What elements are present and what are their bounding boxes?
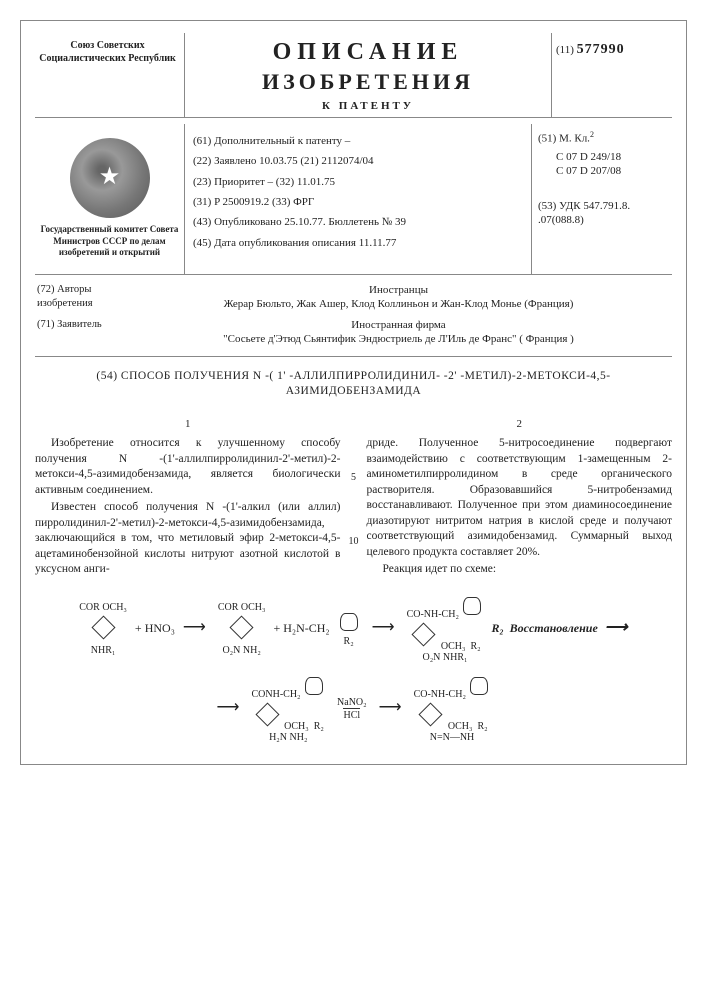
bib-45: (45) Дата опубликования описания 11.11.7… xyxy=(193,236,523,250)
pyrrolidine-ring-icon xyxy=(305,677,323,695)
benzene-ring-icon xyxy=(419,702,443,726)
doc-number-code: (11) xyxy=(556,44,574,56)
col1-paragraph-2: Известен способ получения N -(1'-ал­кил … xyxy=(35,500,341,578)
two-column-body: 1 Изобретение относится к улучшенному сп… xyxy=(35,417,672,577)
mol-pyrrolidine-1: R₂ xyxy=(334,608,364,650)
authors-val: Жерар Бюльто, Жак Ашер, Клод Коллиньон и… xyxy=(127,297,670,311)
bib-61: (61) Дополнительный к патенту – xyxy=(193,134,523,148)
bib-31: (31) P 2500919.2 (33) ФРГ xyxy=(193,195,523,209)
state-emblem-icon xyxy=(70,138,150,218)
cls-line-2: C 07 D 207/08 xyxy=(556,164,666,178)
mol-start: COR OCH₃ NHR₁ xyxy=(75,599,131,659)
applicant-val: "Сосьете д'Этюд Сьянтифик Эндюстриель де… xyxy=(127,332,670,346)
authors-code: (72) Авторы изобретения xyxy=(37,283,117,312)
issuer-country-label: Союз Советских Социалистических Республи… xyxy=(35,39,180,65)
scheme-row-1: COR OCH₃ NHR₁ + HNO₃ ⟶ COR OCH₃ O₂N NH₂ … xyxy=(35,592,672,666)
arrow-icon: ⟶ xyxy=(213,698,244,719)
column-1: 1 Изобретение относится к улучшенному сп… xyxy=(35,417,341,577)
plus-hno3: + HNO₃ xyxy=(135,621,175,637)
doc-number: 577990 xyxy=(577,42,625,57)
mol-diamino: CONH-CH₂ OCH₃ R₂ H₂N NH₂ xyxy=(247,672,329,746)
bib-left: Государственный комитет Совета Министров… xyxy=(35,124,185,274)
line-marker-5: 5 xyxy=(349,471,359,484)
bib-center: (61) Дополнительный к патенту – (22) Зая… xyxy=(185,124,532,274)
line-marker-10: 10 xyxy=(349,535,359,548)
diazot-reagents: NaNO₂ HCl xyxy=(333,694,371,724)
arrow-icon: ⟶ xyxy=(179,618,210,639)
col2-paragraph-1: дриде. Полученное 5-нитросоединение под­… xyxy=(367,436,673,560)
doc-kind-1: ОПИСАНИЕ xyxy=(195,37,541,68)
col1-paragraph-1: Изобретение относится к улучшенному спос… xyxy=(35,436,341,498)
pyrrolidine-ring-icon xyxy=(463,597,481,615)
bibdata-grid: Государственный комитет Совета Министров… xyxy=(35,124,672,275)
col1-number: 1 xyxy=(35,417,341,432)
pyrrolidine-ring-icon xyxy=(340,613,358,631)
cls-line-1: C 07 D 249/18 xyxy=(556,150,666,164)
arrow-icon: ⟶ xyxy=(601,619,632,636)
udc-label: (53) УДК 547.791.8. .07(088.8) xyxy=(538,199,666,228)
benzene-ring-icon xyxy=(412,622,436,646)
col2-number: 2 xyxy=(367,417,673,432)
patent-page: Союз Советских Социалистических Республи… xyxy=(20,20,687,765)
bib-43: (43) Опубликовано 25.10.77. Бюллетень № … xyxy=(193,215,523,229)
benzene-ring-icon xyxy=(230,615,254,639)
pyrrolidine-ring-icon xyxy=(470,677,488,695)
title-cell: ОПИСАНИЕ ИЗОБРЕТЕНИЯ К ПАТЕНТУ xyxy=(185,33,552,117)
col2-paragraph-2: Реакция идет по схеме: xyxy=(367,562,673,578)
column-2: 2 дриде. Полученное 5-нитросоединение по… xyxy=(367,417,673,577)
reaction-scheme: COR OCH₃ NHR₁ + HNO₃ ⟶ COR OCH₃ O₂N NH₂ … xyxy=(35,592,672,746)
benzene-ring-icon xyxy=(91,615,115,639)
mol-amide-nitro: CO-NH-CH₂ OCH₃ R₂ O₂N NHR₁ xyxy=(403,592,488,666)
doc-kind-2: ИЗОБРЕТЕНИЯ xyxy=(195,68,541,97)
authors-head: Иностранцы xyxy=(127,283,670,297)
bib-23: (23) Приоритет – (32) 11.01.75 xyxy=(193,175,523,189)
authors-names: Иностранцы Жерар Бюльто, Жак Ашер, Клод … xyxy=(127,283,670,312)
reduction-label: R₂ Восстановление ⟶ xyxy=(491,618,631,639)
invention-title-54: (54) СПОСОБ ПОЛУЧЕНИЯ N -( 1' -АЛЛИЛПИРР… xyxy=(65,369,642,399)
plus-amine: + H₂N-CH₂ xyxy=(273,621,329,637)
arrow-icon: ⟶ xyxy=(368,618,399,639)
issuer-country-cell: Союз Советских Социалистических Республи… xyxy=(35,33,185,117)
scheme-row-2: ⟶ CONH-CH₂ OCH₃ R₂ H₂N NH₂ NaNO₂ HCl ⟶ C… xyxy=(35,672,672,746)
people-block: (72) Авторы изобретения Иностранцы Жерар… xyxy=(35,275,672,357)
header-grid: Союз Советских Социалистических Республи… xyxy=(35,33,672,118)
bib-22: (22) Заявлено 10.03.75 (21) 2112074/04 xyxy=(193,154,523,168)
applicant-head: Иностранная фирма xyxy=(127,318,670,332)
arrow-icon: ⟶ xyxy=(375,698,406,719)
cls-label: (51) М. Кл.2 xyxy=(538,130,666,146)
doc-kind-sub: К ПАТЕНТУ xyxy=(195,99,541,113)
doc-number-cell: (11) 577990 xyxy=(552,33,672,117)
issuer-org: Государственный комитет Совета Министров… xyxy=(39,224,180,259)
mol-product: CO-NH-CH₂ OCH₃ R₂ N=N—NH xyxy=(410,672,495,746)
bib-right: (51) М. Кл.2 C 07 D 249/18 C 07 D 207/08… xyxy=(532,124,672,274)
two-column-wrap: 5 10 1 Изобретение относится к улучшенно… xyxy=(35,417,672,577)
applicant-code: (71) Заявитель xyxy=(37,318,117,347)
mol-nitro: COR OCH₃ O₂N NH₂ xyxy=(214,599,270,659)
benzene-ring-icon xyxy=(255,702,279,726)
applicant-names: Иностранная фирма "Сосьете д'Этюд Сьянти… xyxy=(127,318,670,347)
